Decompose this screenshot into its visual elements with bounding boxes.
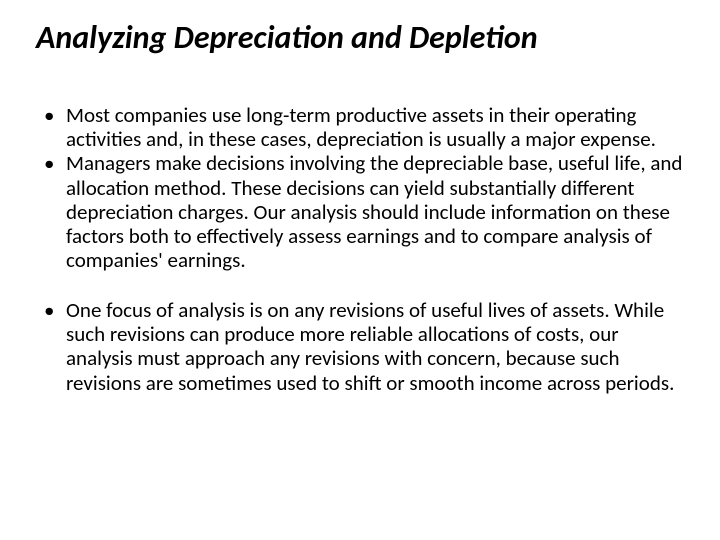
bullet-item: One focus of analysis is on any revision…	[36, 298, 684, 395]
bullet-list: Most companies use long-term productive …	[36, 103, 684, 395]
slide-title: Analyzing Depreciation and Depletion	[36, 20, 684, 55]
bullet-item: Most companies use long-term productive …	[36, 103, 684, 151]
bullet-item: Managers make decisions involving the de…	[36, 151, 684, 272]
slide-container: Analyzing Depreciation and Depletion Mos…	[0, 0, 720, 540]
bullet-gap	[36, 272, 684, 298]
